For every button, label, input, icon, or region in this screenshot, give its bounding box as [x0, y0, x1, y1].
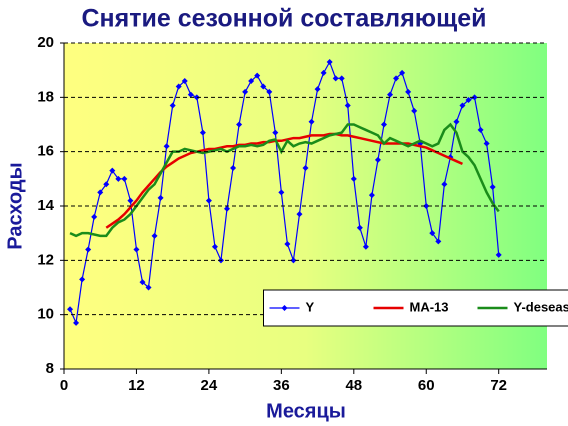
x-tick-label: 48	[345, 377, 362, 394]
data-point	[254, 72, 261, 79]
y-tick-label: 8	[46, 360, 54, 377]
y-tick-label: 20	[37, 34, 54, 51]
data-point	[73, 319, 80, 326]
data-point	[199, 129, 206, 136]
y-tick-label: 10	[37, 306, 54, 323]
x-tick-label: 72	[490, 377, 507, 394]
x-axis-label: Месяцы	[266, 400, 346, 422]
legend-box	[263, 289, 568, 327]
data-point	[356, 224, 363, 231]
data-point	[91, 213, 98, 220]
data-point	[175, 83, 182, 90]
data-point	[139, 279, 146, 286]
data-point	[489, 183, 496, 190]
y-tick-label: 12	[37, 251, 54, 268]
data-point	[435, 238, 442, 245]
x-tick-label: 24	[201, 377, 218, 394]
data-point	[453, 118, 460, 125]
data-point	[441, 181, 448, 188]
legend-label: MA-13	[410, 299, 449, 314]
data-point	[242, 88, 249, 95]
data-point	[266, 88, 273, 95]
data-point	[211, 243, 218, 250]
data-point	[338, 75, 345, 82]
series-line	[69, 60, 500, 325]
data-point	[326, 59, 333, 66]
data-point	[260, 83, 267, 90]
x-tick-label: 0	[60, 377, 68, 394]
data-point	[411, 107, 418, 114]
y-tick-label: 18	[37, 88, 54, 105]
chart-title: Снятие сезонной составляющей	[82, 5, 487, 33]
data-point	[302, 164, 309, 171]
data-point	[193, 94, 200, 101]
data-point	[290, 257, 297, 264]
data-point	[483, 140, 490, 147]
data-point	[278, 189, 285, 196]
legend-label: Y-deseas	[514, 299, 568, 314]
data-point	[459, 102, 466, 109]
x-tick-label: 12	[128, 377, 145, 394]
data-point	[374, 156, 381, 163]
data-point	[181, 78, 188, 85]
data-point	[429, 230, 436, 237]
data-point	[187, 91, 194, 98]
data-point	[399, 69, 406, 76]
data-point	[465, 97, 472, 104]
data-point	[471, 94, 478, 101]
data-point	[495, 251, 502, 258]
y-axis-label: Расходы	[4, 162, 26, 249]
data-point	[320, 69, 327, 76]
legend: Y MA-13 Y-deseas	[263, 289, 568, 327]
data-point	[169, 102, 176, 109]
data-point	[127, 197, 134, 204]
data-point	[163, 143, 170, 150]
data-point	[423, 203, 430, 209]
data-point	[133, 246, 140, 253]
data-point	[284, 241, 291, 248]
data-point	[380, 121, 387, 128]
series-line	[69, 122, 500, 238]
data-point	[85, 246, 92, 253]
data-point	[224, 205, 231, 212]
y-tick-label: 14	[37, 197, 54, 214]
data-point	[67, 306, 74, 313]
data-point	[121, 175, 128, 182]
data-point	[344, 102, 351, 109]
data-point	[272, 129, 279, 136]
data-point	[405, 88, 412, 95]
data-point	[157, 194, 164, 201]
data-point	[477, 126, 484, 133]
data-point	[236, 121, 243, 128]
data-point	[362, 243, 369, 250]
data-point	[151, 232, 158, 239]
x-tick-label: 60	[418, 377, 435, 394]
data-point	[230, 164, 237, 171]
data-point	[296, 211, 303, 218]
data-point	[332, 75, 339, 82]
legend-label: Y	[306, 299, 315, 314]
x-tick-label: 36	[273, 377, 290, 394]
data-point	[393, 75, 400, 82]
data-point	[97, 189, 104, 196]
legend-marker	[281, 305, 288, 311]
data-point	[145, 284, 152, 291]
series-group	[67, 59, 502, 326]
data-point	[248, 78, 255, 85]
data-point	[115, 175, 122, 182]
y-tick-label: 16	[37, 143, 54, 160]
data-point	[109, 167, 116, 174]
data-point	[368, 192, 375, 199]
data-point	[79, 276, 86, 283]
data-point	[308, 118, 315, 125]
data-point	[387, 91, 394, 98]
data-point	[205, 197, 212, 204]
data-point	[314, 86, 321, 93]
data-point	[350, 175, 357, 182]
data-point	[103, 181, 110, 188]
